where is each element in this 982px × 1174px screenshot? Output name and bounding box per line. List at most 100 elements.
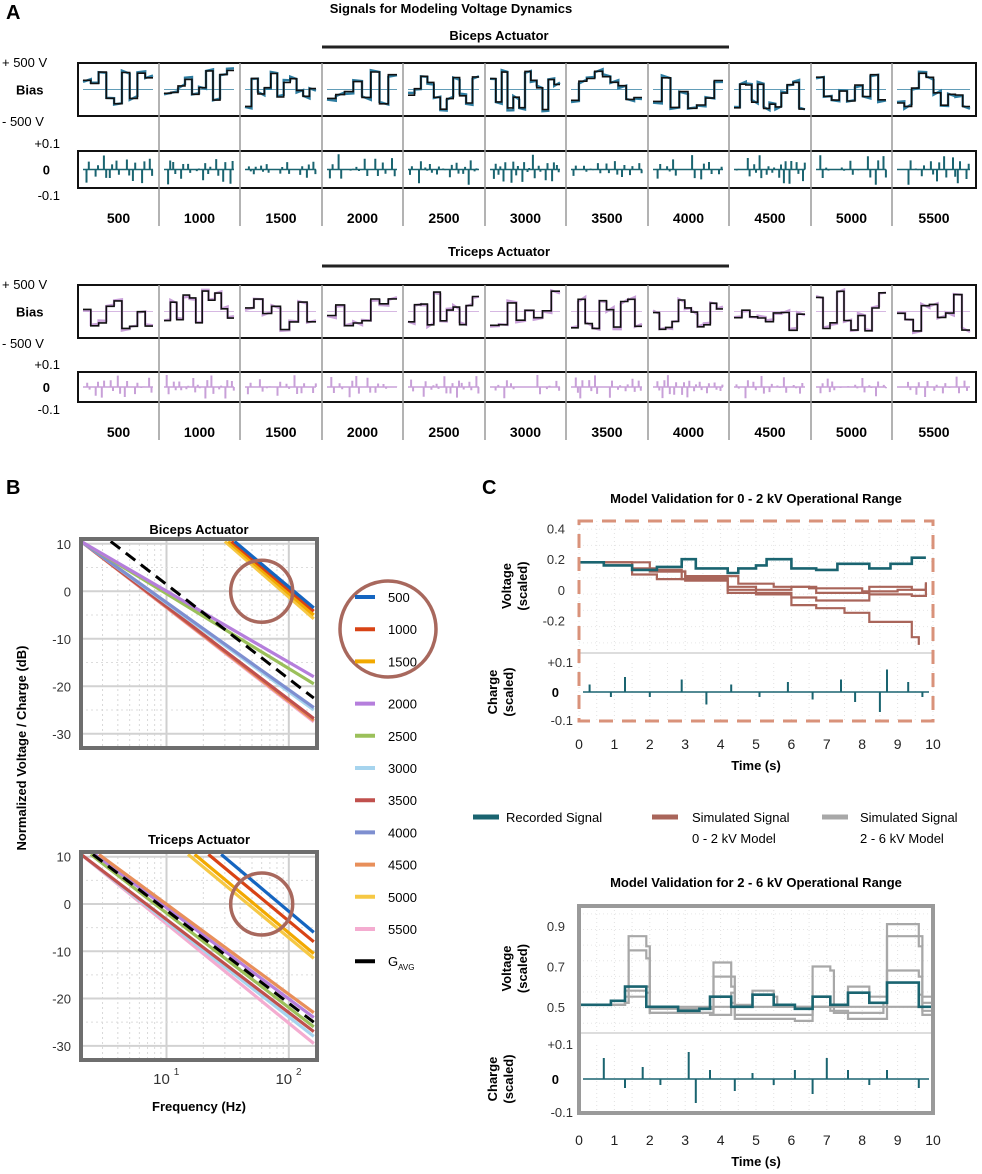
charge-tick-minus: -0.1 (38, 402, 60, 417)
b-xtick-exp: 1 (174, 1067, 180, 1078)
b-legend-circle (338, 579, 438, 679)
segment-label: 4500 (754, 210, 785, 226)
b-legend-label: 2500 (388, 729, 417, 744)
c-charge-tick-zero: 0 (552, 1072, 559, 1087)
b-legend-label: 5000 (388, 890, 417, 905)
c-xtick: 7 (823, 736, 831, 752)
b-ytick: -20 (52, 992, 71, 1007)
segment-label: 1000 (184, 424, 215, 440)
charge-spikes (735, 155, 806, 184)
voltage-tick-plus: + 500 V (2, 277, 48, 292)
b-frame (79, 537, 319, 750)
b-xtick-base: 10 (153, 1071, 170, 1088)
voltage-trace-black (653, 77, 723, 110)
voltage-tick-bias: Bias (16, 305, 43, 320)
c-charge-ylabel-2: (scaled) (501, 1054, 516, 1103)
b-ytick: 0 (64, 897, 71, 912)
voltage-trace-black (571, 70, 642, 102)
b-annotation-circle (228, 871, 295, 937)
biceps-voltage-box (77, 62, 977, 117)
b-legend-label: 3000 (388, 761, 417, 776)
biceps-frequency-plot: Biceps Actuator 10 0 -10 -20 -30 (52, 522, 319, 750)
voltage-trace-black (490, 290, 560, 327)
charge-tick-zero: 0 (43, 163, 50, 178)
b-subplot-title: Triceps Actuator (148, 832, 250, 847)
c-xtick: 4 (717, 1132, 725, 1148)
b-series-line-5000 (223, 540, 315, 621)
charge-spikes (330, 376, 398, 398)
charge-spikes (899, 376, 968, 397)
c-voltage-ylabel-1: Voltage (499, 563, 514, 609)
c-charge-tick-minus: -0.1 (551, 1105, 573, 1120)
segment-label: 2000 (347, 210, 378, 226)
c-xtick: 1 (611, 736, 619, 752)
c-voltage-ylabel-2: (scaled) (515, 561, 530, 610)
c-legend-label: Simulated Signal (692, 810, 790, 825)
voltage-trace-black (734, 81, 805, 110)
validation-0-2kv: Model Validation for 0 - 2 kV Operationa… (485, 491, 941, 773)
b-subplot-title: Biceps Actuator (149, 522, 248, 537)
b-legend-label: 500 (388, 590, 410, 605)
c-legend-label-2: 2 - 6 kV Model (860, 831, 944, 846)
voltage-trace-black (897, 72, 970, 108)
b-ytick: -10 (52, 632, 71, 647)
c-charge-tick-minus: -0.1 (551, 713, 573, 728)
b-series-line-2000 (81, 540, 315, 679)
charge-tick-plus: +0.1 (34, 357, 60, 372)
c-xtick: 9 (894, 736, 902, 752)
triceps-group-label: Triceps Actuator (448, 244, 550, 259)
c-legend: Recorded Signal Simulated Signal 0 - 2 kV … (473, 810, 958, 846)
segment-label: 2500 (428, 424, 459, 440)
b-series-line-2000 (93, 853, 315, 1019)
charge-spikes (409, 160, 478, 185)
c-xtick: 10 (925, 736, 941, 752)
c-charge-spikes (602, 1052, 920, 1103)
segment-label: 3500 (591, 424, 622, 440)
b-xtick-exp: 2 (296, 1067, 302, 1078)
c-xtick: 6 (788, 1132, 796, 1148)
charge-spikes (328, 154, 396, 179)
c-charge-tick-zero: 0 (552, 685, 559, 700)
b-legend-label: 3500 (388, 793, 417, 808)
charge-spikes (85, 155, 154, 184)
b-series-line-1500 (193, 853, 315, 955)
c-xlabel: Time (s) (731, 1154, 781, 1169)
voltage-tick-minus: - 500 V (2, 114, 44, 129)
biceps-signal-group: Biceps Actuator + 500 V Bias - 500 V +0.1 0 -0… (2, 28, 977, 226)
b-series-line-5000 (186, 853, 315, 960)
c-xtick: 3 (681, 1132, 689, 1148)
b-series-line-500 (233, 540, 315, 610)
segment-label: 5500 (918, 210, 949, 226)
b-series-line-G_AVG (109, 540, 315, 700)
charge-tick-minus: -0.1 (38, 188, 60, 203)
b-frame (79, 850, 319, 1062)
c-series-simulated_02 (579, 561, 927, 593)
c-ytick: -0.2 (543, 613, 565, 628)
charge-spikes (246, 375, 317, 396)
c-xlabel: Time (s) (731, 758, 781, 773)
c-charge-spikes (588, 669, 924, 712)
segment-label: 4500 (754, 424, 785, 440)
b-series-line-4500 (97, 853, 315, 1014)
segment-label: 3000 (510, 424, 541, 440)
b-series-line-3500 (81, 853, 315, 1033)
c-xtick: 3 (681, 736, 689, 752)
b-annotation-circle (228, 558, 295, 624)
b-legend-label: 1000 (388, 622, 417, 637)
b-series-line-1500 (227, 540, 315, 617)
voltage-trace-black (164, 69, 234, 101)
voltage-trace-black (164, 290, 234, 324)
voltage-trace-black (816, 73, 886, 102)
b-xlabel: Frequency (Hz) (152, 1099, 246, 1114)
c-series-recorded (579, 981, 933, 1013)
voltage-trace-black (83, 300, 153, 330)
segment-label: 5000 (836, 210, 867, 226)
b-xtick-base: 10 (275, 1071, 292, 1088)
b-ytick: -30 (52, 1039, 71, 1054)
charge-spikes (656, 155, 723, 180)
c-legend-label: Recorded Signal (506, 810, 602, 825)
segment-label: 500 (107, 424, 131, 440)
segment-label: 3500 (591, 210, 622, 226)
b-series (81, 540, 315, 724)
